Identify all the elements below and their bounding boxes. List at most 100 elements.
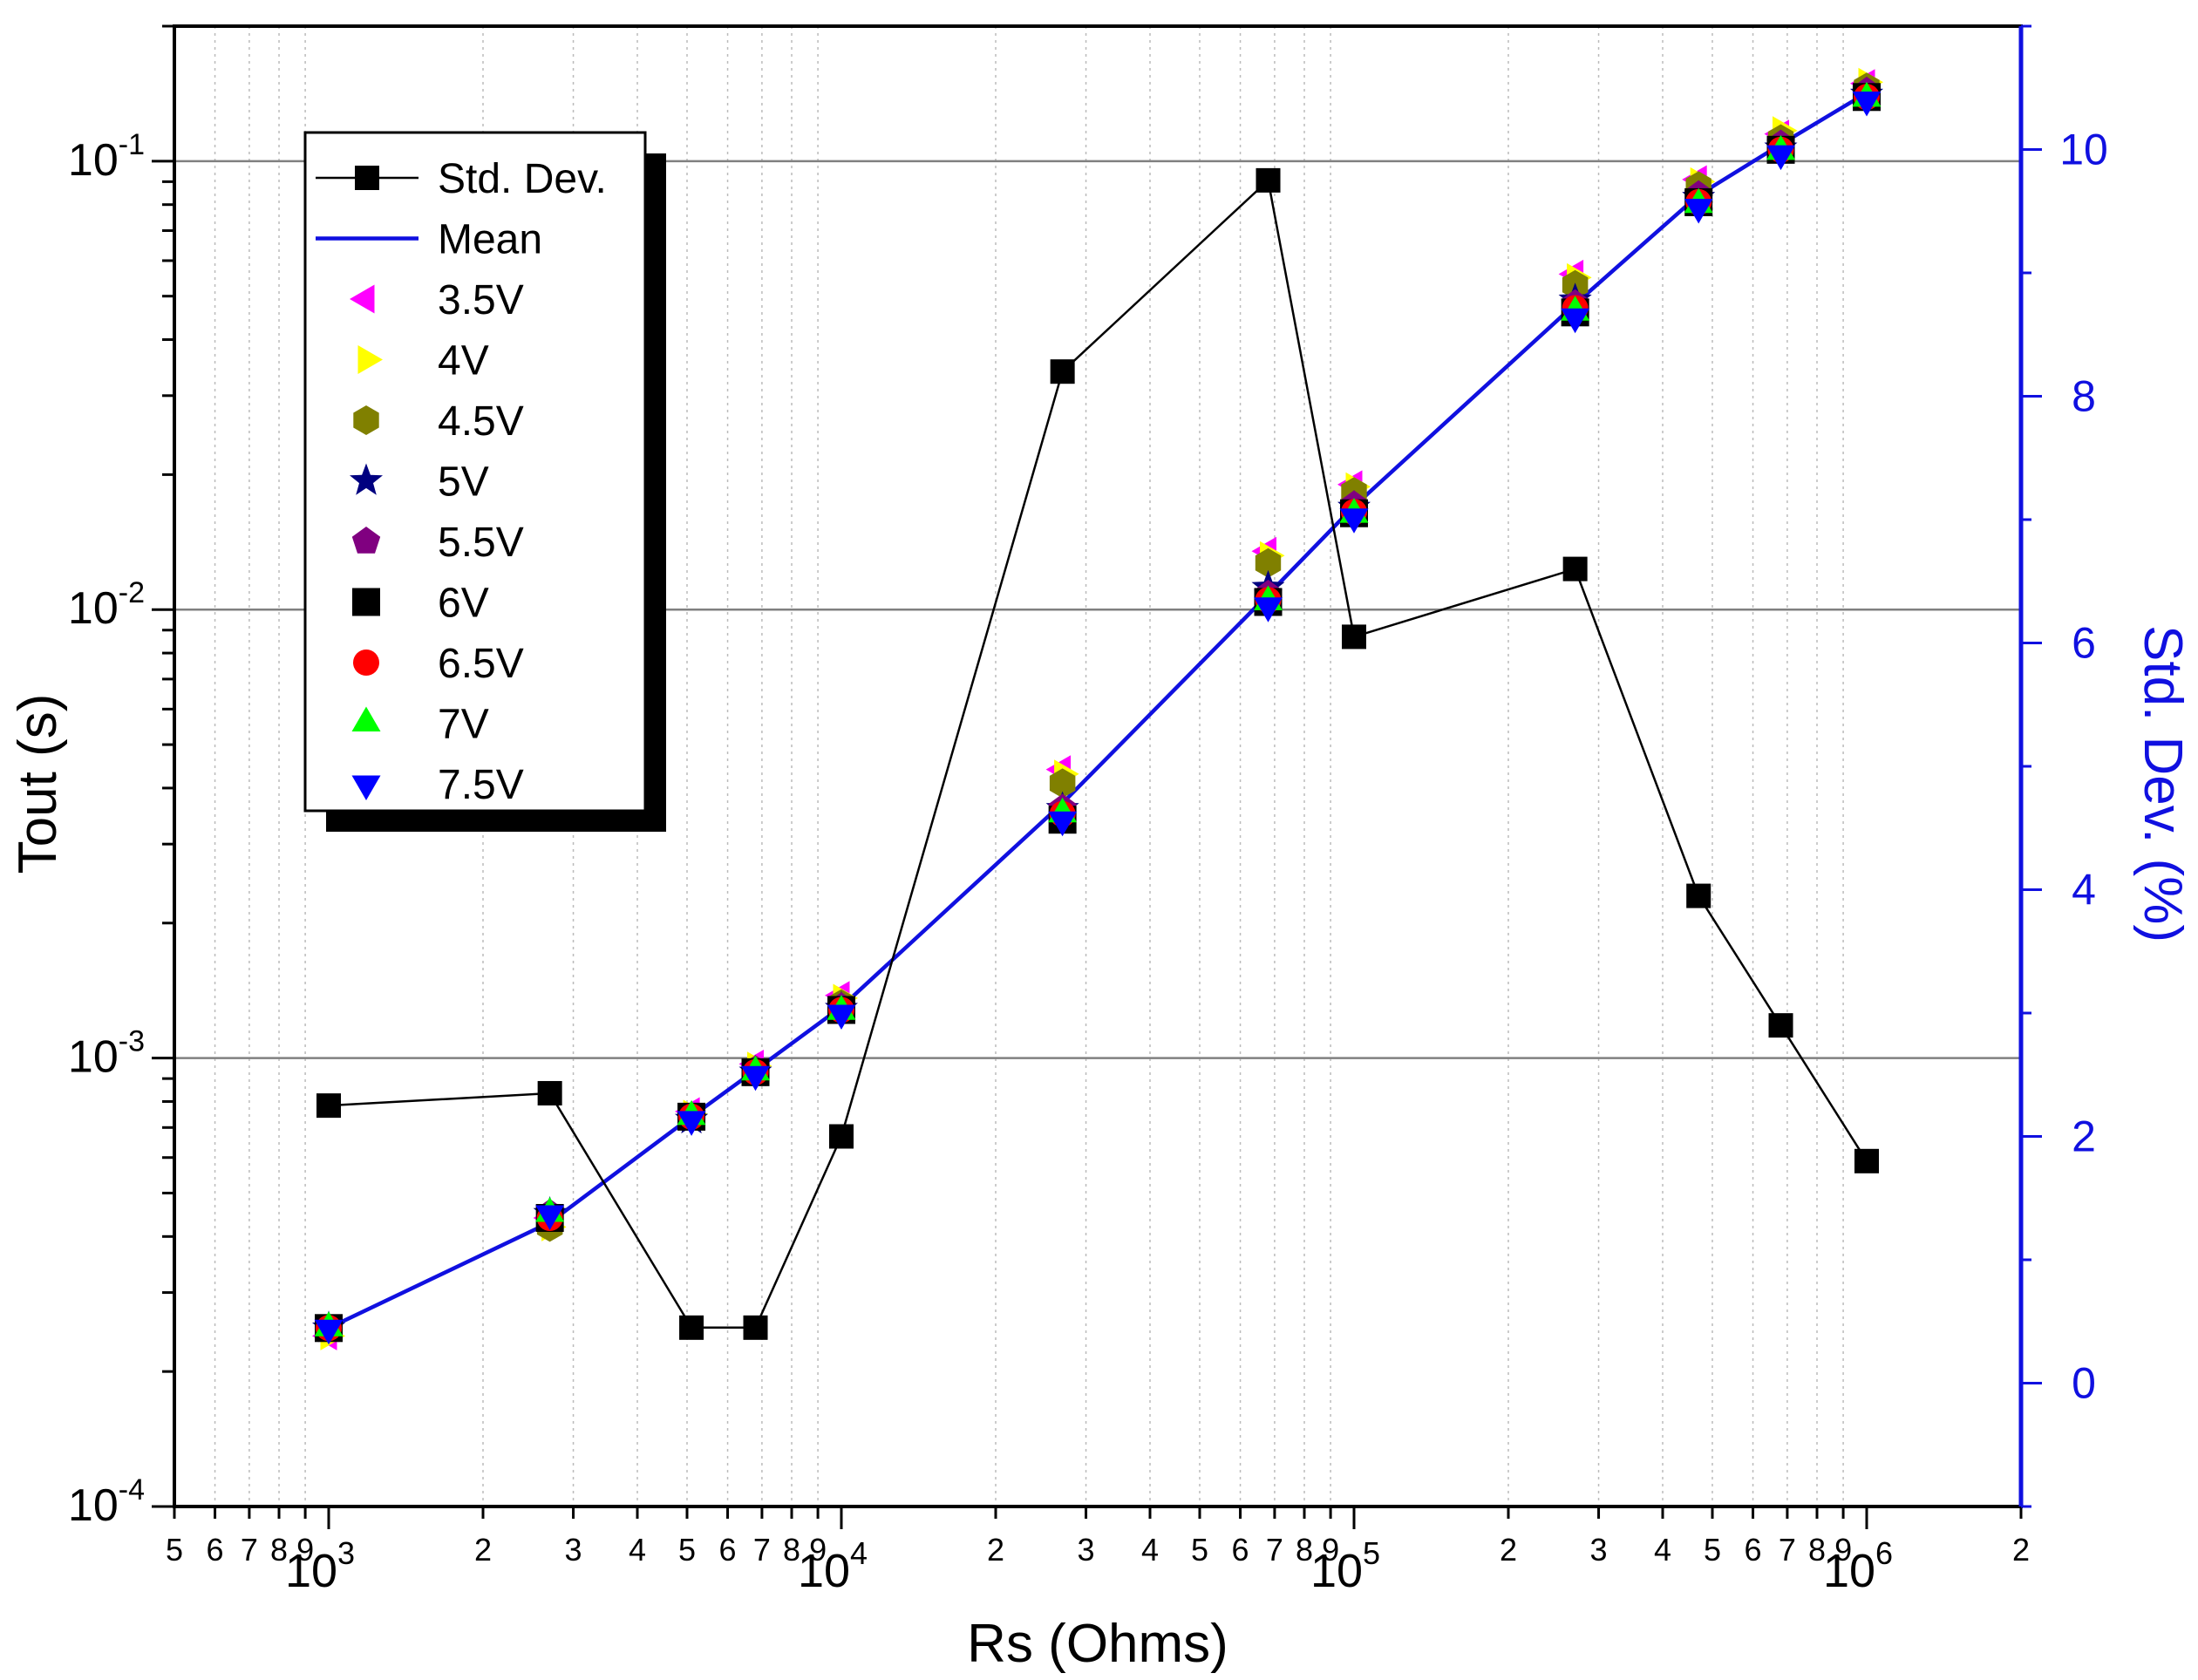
marker-7-5V <box>1254 597 1283 622</box>
legend-label: 7.5V <box>438 762 524 808</box>
std-dev-point <box>679 1315 704 1340</box>
marker-7-5V <box>1852 92 1882 117</box>
x-minor-tick-label: 5 <box>166 1532 183 1568</box>
legend-marker-7-5V <box>351 775 381 800</box>
legend-marker-7V <box>351 706 381 731</box>
y2-axis-title: Std. Dev. (%) <box>2133 625 2193 942</box>
std-dev-point <box>1768 1013 1793 1038</box>
legend-label: 3.5V <box>438 277 524 323</box>
legend-label: 7V <box>438 702 489 748</box>
mean-series <box>328 91 1868 1330</box>
y-axis-right: 0 2 4 6 8 10 <box>2021 24 2108 1508</box>
y-tick-label: 10-1 <box>68 128 145 186</box>
std-dev-point <box>1854 1148 1879 1173</box>
x-minor-tick-label: 6 <box>1745 1532 1762 1568</box>
x-minor-tick-label: 6 <box>1232 1532 1249 1568</box>
legend-label: 6.5V <box>438 641 524 687</box>
marker-7-5V <box>1048 811 1078 837</box>
legend-label: Std. Dev. <box>438 156 607 202</box>
x-minor-tick-label: 3 <box>565 1532 582 1568</box>
x-minor-tick-label: 9 <box>1834 1532 1852 1568</box>
x-minor-tick-label: 8 <box>1296 1532 1313 1568</box>
legend-marker-4V <box>357 345 383 374</box>
y2-tick-label: 8 <box>2072 372 2096 421</box>
marker-7-5V <box>535 1205 565 1230</box>
x-minor-tick-label: 7 <box>753 1532 771 1568</box>
series-7-5V <box>314 92 1882 1345</box>
std-dev-point <box>829 1124 854 1149</box>
std-dev-point <box>1686 883 1711 908</box>
x-minor-tick-label: 9 <box>809 1532 827 1568</box>
std-dev-point <box>1341 624 1366 650</box>
x-minor-tick-label: 8 <box>270 1532 288 1568</box>
x-minor-tick-label: 2 <box>2012 1532 2030 1568</box>
std-dev-point <box>1256 167 1281 193</box>
x-minor-tick-label: 9 <box>1322 1532 1339 1568</box>
y2-tick-label: 2 <box>2072 1112 2096 1161</box>
marker-7-5V <box>1684 199 1713 224</box>
marker-4-5V <box>1255 548 1282 578</box>
y2-tick-label: 6 <box>2072 619 2096 668</box>
x-tick-label: 105 <box>1310 1535 1380 1597</box>
marker-7-5V <box>1766 145 1795 171</box>
marker-7-5V <box>314 1319 344 1345</box>
x-tick-label: 103 <box>285 1535 355 1597</box>
legend-label: 4.5V <box>438 398 524 445</box>
x-minor-tick-label: 5 <box>1191 1532 1208 1568</box>
y-axis-left: 10-4 10-3 10-2 10-1 <box>68 24 174 1531</box>
legend-box <box>303 131 647 813</box>
x-minor-tick-label: 5 <box>678 1532 696 1568</box>
y-axis-title: Tout (s) <box>8 694 68 874</box>
y-tick-label: 10-3 <box>68 1025 145 1083</box>
marker-7-5V <box>1339 508 1369 534</box>
legend-marker-6V <box>352 588 380 616</box>
mean-line <box>328 91 1868 1330</box>
x-minor-tick-label: 4 <box>629 1532 646 1568</box>
x-minor-tick-label: 3 <box>1078 1532 1095 1568</box>
legend-marker-3-5V <box>350 284 375 314</box>
x-minor-tick-label: 9 <box>296 1532 314 1568</box>
x-minor-tick-label: 2 <box>1500 1532 1517 1568</box>
x-minor-tick-label: 2 <box>474 1532 492 1568</box>
x-tick-label: 106 <box>1823 1535 1893 1597</box>
std-dev-series <box>316 167 1879 1340</box>
x-minor-tick-label: 6 <box>207 1532 224 1568</box>
x-minor-tick-label: 8 <box>1808 1532 1826 1568</box>
x-minor-tick-label: 4 <box>1141 1532 1159 1568</box>
legend-label: Mean <box>438 217 542 263</box>
x-tick-label: 104 <box>798 1535 868 1597</box>
x-minor-tick-label: 6 <box>719 1532 737 1568</box>
std-dev-point <box>1562 556 1588 582</box>
legend-marker-5-5V <box>351 527 381 554</box>
x-minor-tick-label: 8 <box>783 1532 800 1568</box>
std-dev-point <box>743 1315 768 1340</box>
std-dev-point <box>1050 359 1075 384</box>
x-minor-tick-label: 5 <box>1704 1532 1721 1568</box>
legend-marker-5V <box>350 463 383 495</box>
x-minor-tick-label: 7 <box>241 1532 258 1568</box>
std-dev-point <box>316 1093 342 1119</box>
legend-label: 5V <box>438 459 489 506</box>
marker-7-5V <box>677 1111 706 1136</box>
std-dev-point <box>537 1080 562 1105</box>
y-tick-label: 10-2 <box>68 576 145 634</box>
marker-7-5V <box>827 1004 856 1030</box>
x-minor-tick-label: 7 <box>1779 1532 1796 1568</box>
legend-marker-4-5V <box>353 405 379 435</box>
legend-label: 6V <box>438 581 489 627</box>
x-axis-title: Rs (Ohms) <box>967 1614 1228 1674</box>
y2-tick-label: 10 <box>2059 126 2108 174</box>
x-minor-tick-label: 4 <box>1654 1532 1671 1568</box>
legend-std-marker <box>355 166 379 190</box>
y-tick-label: 10-4 <box>68 1473 145 1531</box>
std-dev-line <box>328 178 1868 1330</box>
legend-marker-6-5V <box>353 650 379 676</box>
voltage-markers <box>312 67 1883 1350</box>
y2-tick-label: 4 <box>2072 866 2096 915</box>
x-minor-tick-label: 2 <box>987 1532 1004 1568</box>
x-minor-tick-label: 7 <box>1266 1532 1283 1568</box>
marker-4-5V <box>1049 768 1076 799</box>
legend-label: 4V <box>438 338 489 384</box>
